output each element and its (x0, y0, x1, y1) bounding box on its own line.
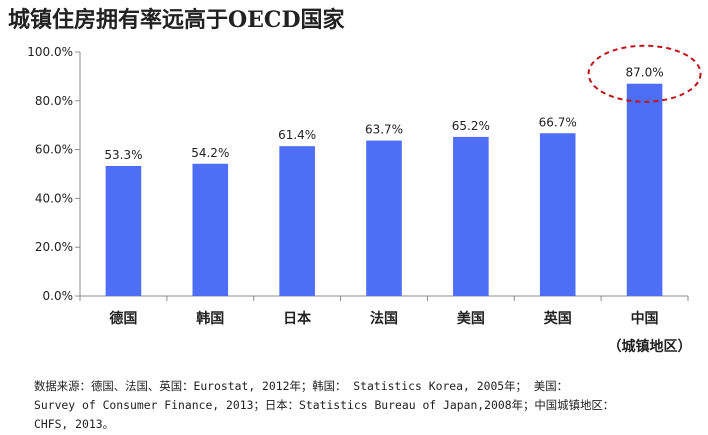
bar (453, 136, 489, 296)
data-label: 53.3% (104, 148, 142, 162)
bar (626, 83, 663, 296)
y-axis: 0.0% 20.0% 40.0% 60.0% 80.0% 100.0% (27, 45, 81, 303)
data-label: 63.7% (365, 123, 403, 137)
bar (105, 165, 142, 296)
data-label: 61.4% (278, 128, 316, 142)
source-note-line: Survey of Consumer Finance, 2013；日本：Stat… (34, 398, 615, 412)
y-tick-label: 20.0% (35, 240, 73, 254)
x-tick-label: 美国 (457, 310, 485, 327)
x-tick-label: 日本 (283, 310, 312, 327)
source-note-line: 数据来源：德国、法国、英国：Eurostat, 2012年；韩国： Statis… (34, 379, 568, 393)
chart-title: 城镇住房拥有率远高于OECD国家 (8, 7, 345, 33)
y-tick-label: 80.0% (35, 94, 73, 108)
bar (279, 146, 315, 296)
bar (366, 140, 402, 296)
bar-chart: 0.0% 20.0% 40.0% 60.0% 80.0% 100.0% 德国 韩国 日本 法国 美… (27, 44, 702, 355)
source-note: 数据来源：德国、法国、英国：Eurostat, 2012年；韩国： Statis… (34, 377, 699, 434)
data-labels: 53.3% 54.2% 61.4% 63.7% 65.2% 66.7% 87.0% (104, 66, 663, 162)
x-tick-label: 德国 (109, 310, 137, 327)
highlight-ellipse (587, 44, 702, 103)
y-tick-label: 60.0% (35, 143, 73, 157)
x-axis: 德国 韩国 日本 法国 美国 英国 中国 （城镇地区） (79, 295, 692, 355)
data-label: 66.7% (539, 115, 577, 129)
x-tick-label: 中国 (631, 310, 659, 327)
data-label: 54.2% (191, 146, 229, 160)
x-tick-sublabel: （城镇地区） (608, 338, 692, 355)
bar-series (105, 83, 663, 296)
x-tick-label: 英国 (543, 310, 572, 327)
data-label: 65.2% (452, 119, 490, 133)
bar (192, 163, 229, 296)
y-tick-label: 40.0% (35, 191, 73, 205)
x-tick-label: 法国 (370, 310, 398, 327)
source-note-line: CHFS, 2013。 (34, 417, 114, 431)
y-tick-label: 0.0% (43, 289, 74, 303)
x-tick-label: 韩国 (196, 310, 224, 327)
bar (539, 133, 576, 296)
data-label: 87.0% (626, 66, 664, 80)
y-tick-label: 100.0% (27, 45, 73, 59)
highlight-annotation (587, 44, 702, 103)
